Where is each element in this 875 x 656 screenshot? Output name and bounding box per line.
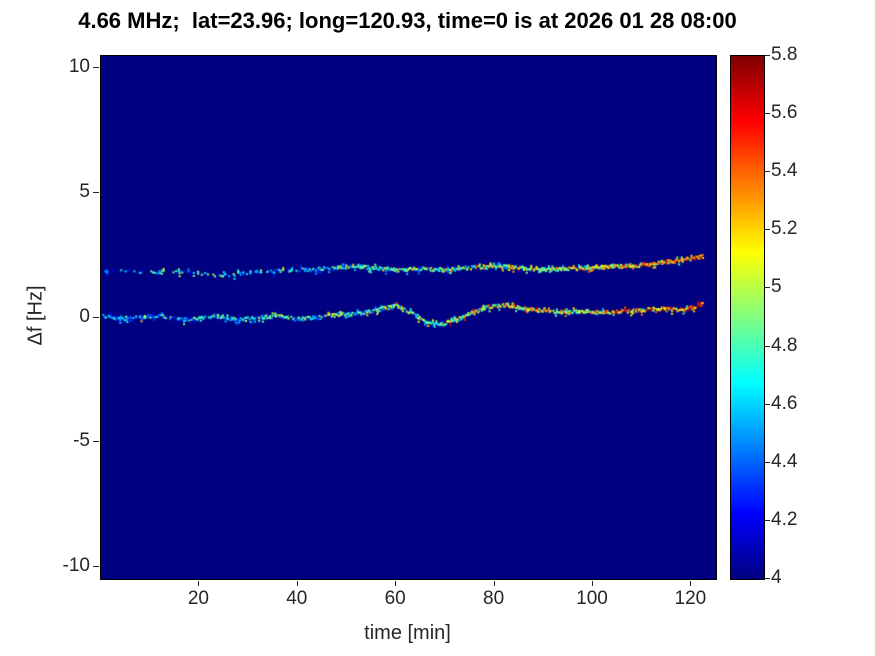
- y-tick-label: -10: [62, 554, 90, 576]
- colorbar-tick-label: 5.8: [771, 44, 798, 65]
- colorbar-tick-label: 5.4: [771, 160, 798, 182]
- x-tick-mark: [198, 581, 200, 586]
- colorbar-tick-mark: [765, 345, 770, 347]
- colorbar-tick-mark: [765, 229, 770, 231]
- colorbar-tick-mark: [765, 461, 770, 463]
- x-tick-mark: [592, 581, 593, 586]
- y-tick-mark: [93, 316, 99, 318]
- y-tick-mark: [93, 565, 99, 567]
- x-tick-label: 20: [187, 588, 209, 609]
- x-tick-label: 40: [286, 588, 308, 609]
- colorbar-tick-mark: [765, 403, 770, 405]
- x-tick-label: 60: [384, 588, 406, 609]
- x-tick-label: 100: [576, 588, 608, 609]
- x-tick-mark: [395, 581, 397, 586]
- colorbar-tick-label: 4.6: [771, 392, 798, 414]
- y-tick-label: 0: [79, 305, 90, 327]
- colorbar-tick-mark: [765, 55, 770, 56]
- colorbar-tick-label: 5: [771, 276, 782, 298]
- colorbar-tick-label: 4: [771, 567, 782, 588]
- x-tick-mark: [690, 581, 692, 586]
- y-tick-mark: [93, 441, 99, 443]
- heatmap-plot: [100, 55, 717, 580]
- colorbar-tick-label: 4.8: [771, 334, 798, 356]
- colorbar-tick-mark: [765, 287, 770, 289]
- x-tick-label: 120: [674, 588, 707, 609]
- colorbar-tick-label: 5.6: [771, 102, 798, 124]
- y-tick-label: 10: [68, 56, 90, 78]
- colorbar: [730, 55, 765, 580]
- x-tick-mark: [296, 581, 298, 586]
- y-tick-mark: [93, 67, 99, 69]
- y-tick-label: -5: [73, 430, 90, 452]
- colorbar-tick-label: 5.2: [771, 218, 798, 240]
- colorbar-tick-mark: [765, 519, 770, 521]
- colorbar-tick-mark: [765, 578, 770, 579]
- x-axis-label: time [min]: [364, 622, 451, 644]
- colorbar-tick-label: 4.4: [771, 450, 798, 472]
- chart-title: 4.66 MHz; lat=23.96; long=120.93, time=0…: [78, 8, 737, 33]
- colorbar-tick-mark: [765, 171, 770, 173]
- colorbar-tick-label: 4.2: [771, 508, 798, 530]
- x-tick-label: 80: [483, 588, 505, 609]
- y-tick-label: 5: [79, 180, 90, 202]
- colorbar-tick-mark: [765, 113, 770, 115]
- y-tick-mark: [93, 191, 99, 193]
- x-tick-mark: [493, 581, 495, 586]
